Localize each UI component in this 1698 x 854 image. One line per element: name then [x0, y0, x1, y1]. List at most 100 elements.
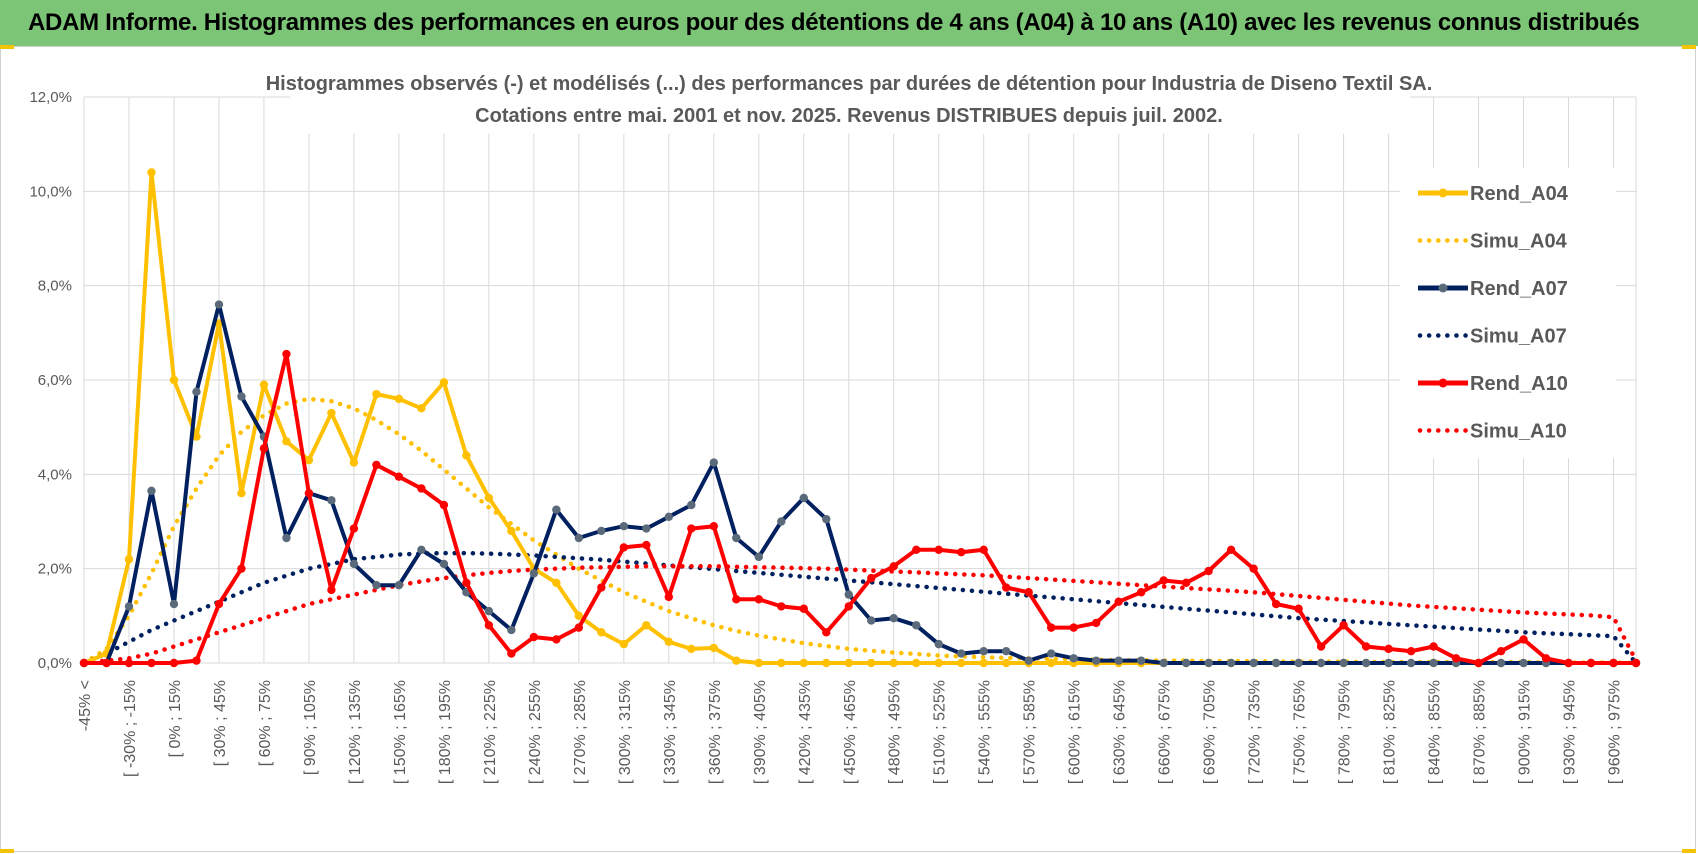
data-point-rend-a04 — [664, 637, 674, 646]
data-point-rend-a10 — [777, 602, 786, 611]
y-tick-label: 6,0% — [38, 372, 72, 389]
data-point-rend-a04 — [799, 658, 808, 668]
y-tick-label: 8,0% — [38, 278, 72, 295]
x-tick-label: [ 390% ; 405% — [752, 680, 769, 784]
data-point-rend-a07 — [1002, 647, 1011, 656]
data-point-rend-a07 — [934, 639, 943, 649]
legend: Rend_A04 Simu_A04 Rend_A07 Simu_A07 Rend_A10… — [1400, 168, 1616, 458]
x-tick-label: [ 420% ; 435% — [797, 680, 814, 784]
data-point-rend-a04 — [912, 658, 921, 668]
data-point-rend-a10 — [912, 545, 921, 554]
data-point-rend-a07 — [1519, 658, 1528, 668]
x-tick-label: [ 720% ; 735% — [1247, 680, 1264, 784]
data-point-rend-a07 — [1249, 658, 1258, 668]
data-point-rend-a07 — [1024, 656, 1033, 665]
legend-label: Simu_A07 — [1470, 326, 1567, 348]
data-point-rend-a04 — [372, 389, 381, 399]
x-tick-label: [ 660% ; 675% — [1157, 680, 1174, 784]
data-point-rend-a10 — [1316, 642, 1326, 651]
series-lines — [79, 168, 1641, 668]
data-point-rend-a10 — [1496, 647, 1506, 656]
x-tick-label: [ 870% ; 885% — [1472, 680, 1489, 784]
data-point-rend-a07 — [1271, 658, 1281, 668]
corner-mark-top-right — [1682, 45, 1696, 49]
data-point-rend-a04 — [867, 658, 876, 668]
data-point-rend-a10 — [192, 656, 201, 665]
data-point-rend-a10 — [1631, 658, 1641, 668]
data-point-rend-a10 — [619, 543, 629, 552]
chart-title-line2: Cotations entre mai. 2001 et nov. 2025. … — [475, 105, 1223, 127]
data-point-rend-a04 — [192, 432, 201, 441]
data-point-rend-a04 — [169, 375, 179, 385]
data-point-rend-a10 — [1451, 654, 1461, 663]
data-point-rend-a07 — [1181, 658, 1191, 668]
data-point-rend-a07 — [822, 514, 831, 524]
x-tick-label: [ 930% ; 945% — [1562, 680, 1579, 784]
data-point-rend-a04 — [642, 621, 651, 630]
data-point-rend-a04 — [709, 643, 718, 653]
data-point-rend-a07 — [1384, 658, 1393, 668]
data-point-rend-a07 — [1316, 658, 1326, 668]
data-point-rend-a10 — [124, 658, 134, 668]
x-tick-label: [ 30% ; 45% — [212, 680, 229, 766]
data-point-rend-a10 — [417, 484, 426, 493]
data-point-rend-a10 — [529, 632, 539, 642]
x-tick-label: [ 450% ; 465% — [842, 680, 859, 784]
data-point-rend-a04 — [327, 408, 336, 418]
data-point-rend-a10 — [1204, 566, 1213, 576]
x-tick-label: [ 810% ; 825% — [1382, 680, 1399, 784]
data-point-rend-a07 — [192, 387, 201, 396]
data-point-rend-a04 — [844, 658, 853, 668]
data-point-rend-a10 — [1586, 658, 1596, 668]
data-point-rend-a04 — [754, 658, 763, 668]
series-line-rend-a10 — [84, 352, 1636, 665]
data-point-rend-a04 — [619, 639, 629, 649]
data-point-rend-a07 — [124, 602, 134, 611]
data-point-rend-a10 — [439, 500, 449, 510]
x-tick-label: [ 600% ; 615% — [1067, 680, 1084, 784]
data-point-rend-a07 — [372, 580, 381, 590]
data-point-rend-a07 — [1496, 658, 1506, 668]
y-tick-label: 10,0% — [29, 183, 72, 200]
data-point-rend-a10 — [754, 595, 763, 604]
data-point-rend-a10 — [979, 545, 988, 554]
data-point-rend-a04 — [574, 611, 584, 621]
data-point-rend-a04 — [124, 555, 134, 564]
data-point-rend-a10 — [1564, 658, 1573, 668]
legend-label: Rend_A07 — [1470, 278, 1568, 300]
data-point-rend-a07 — [979, 647, 988, 656]
data-point-rend-a07 — [597, 526, 606, 536]
data-point-rend-a07 — [1339, 658, 1348, 668]
data-point-rend-a04 — [732, 656, 741, 665]
data-point-rend-a07 — [867, 616, 876, 625]
x-tick-label: [ 630% ; 645% — [1112, 680, 1129, 784]
data-point-rend-a07 — [417, 545, 426, 554]
data-point-rend-a07 — [777, 517, 786, 526]
data-point-rend-a10 — [844, 602, 853, 611]
data-point-rend-a10 — [867, 573, 876, 583]
data-point-rend-a04 — [957, 658, 966, 668]
data-point-rend-a10 — [957, 547, 966, 557]
x-axis-labels: -45% < [ -30% ; -15% [ 0% ; 15% [ 30% ; 45%… — [77, 680, 1624, 784]
y-tick-label: 2,0% — [38, 561, 72, 578]
data-point-rend-a10 — [1294, 604, 1303, 613]
data-point-rend-a07 — [552, 505, 561, 514]
data-point-rend-a10 — [1541, 654, 1551, 663]
chart-title-background — [290, 64, 1410, 134]
data-point-rend-a10 — [237, 564, 246, 573]
data-point-rend-a10 — [1136, 588, 1146, 597]
data-point-rend-a04 — [552, 578, 561, 588]
x-tick-label: [ 300% ; 315% — [617, 680, 634, 784]
legend-marker — [1438, 378, 1448, 388]
data-point-rend-a10 — [709, 522, 718, 531]
data-point-rend-a07 — [439, 559, 449, 569]
legend-label: Simu_A04 — [1470, 231, 1568, 253]
y-axis-labels: 0,0% 2,0% 4,0% 6,0% 8,0% 10,0% 12,0% — [29, 89, 72, 672]
data-point-rend-a07 — [1091, 656, 1101, 665]
data-point-rend-a10 — [1474, 658, 1483, 668]
corner-mark-bottom-right — [1682, 849, 1696, 853]
y-tick-label: 0,0% — [38, 655, 72, 672]
legend-label: Simu_A10 — [1470, 421, 1567, 443]
data-point-rend-a07 — [237, 392, 246, 401]
data-point-rend-a10 — [1249, 564, 1258, 573]
